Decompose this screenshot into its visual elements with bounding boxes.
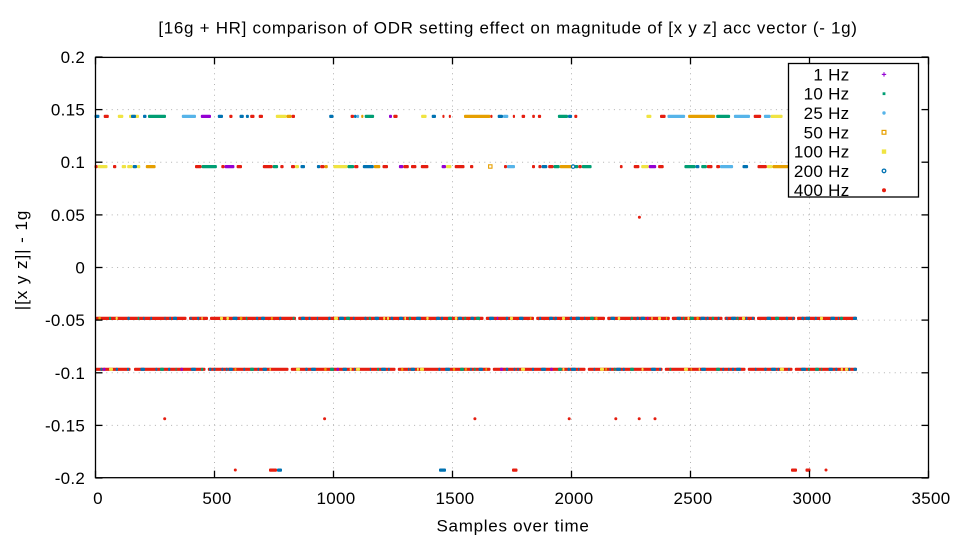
svg-text:0.1: 0.1 xyxy=(61,153,86,172)
svg-text:0: 0 xyxy=(75,259,85,278)
svg-text:-0.05: -0.05 xyxy=(45,311,85,330)
svg-text:100 Hz: 100 Hz xyxy=(794,143,850,162)
svg-text:2000: 2000 xyxy=(554,489,593,508)
svg-text:2500: 2500 xyxy=(673,489,712,508)
svg-text:1500: 1500 xyxy=(435,489,474,508)
svg-text:0.05: 0.05 xyxy=(51,206,85,225)
svg-text:200 Hz: 200 Hz xyxy=(794,162,850,181)
svg-text:500: 500 xyxy=(202,489,231,508)
svg-text:1 Hz: 1 Hz xyxy=(813,65,849,84)
svg-text:10 Hz: 10 Hz xyxy=(804,85,850,104)
svg-text:0.2: 0.2 xyxy=(61,48,86,67)
svg-text:3000: 3000 xyxy=(792,489,831,508)
svg-text:400 Hz: 400 Hz xyxy=(794,181,850,200)
svg-text:0: 0 xyxy=(93,489,103,508)
svg-text:[16g + HR] comparison of ODR s: [16g + HR] comparison of ODR setting eff… xyxy=(158,19,857,38)
svg-text:50 Hz: 50 Hz xyxy=(804,123,850,142)
svg-text:-0.1: -0.1 xyxy=(55,364,86,383)
svg-text:1000: 1000 xyxy=(316,489,355,508)
svg-text:-0.15: -0.15 xyxy=(45,416,85,435)
svg-text:3500: 3500 xyxy=(911,489,950,508)
svg-text:0.15: 0.15 xyxy=(51,101,85,120)
svg-text:Samples over time: Samples over time xyxy=(436,517,589,536)
svg-text:|[x y z]| - 1g: |[x y z]| - 1g xyxy=(12,210,31,311)
svg-text:25 Hz: 25 Hz xyxy=(804,104,850,123)
svg-text:-0.2: -0.2 xyxy=(55,469,86,488)
